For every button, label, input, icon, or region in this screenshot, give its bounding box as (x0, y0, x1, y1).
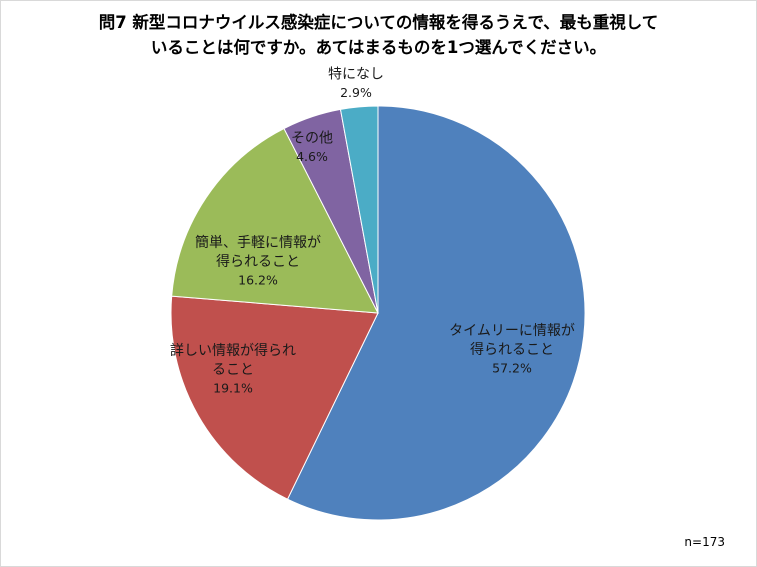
chart-title-line-2: いることは何ですか。あてはまるものを1つ選んでください。 (150, 38, 607, 57)
slice-category-label-2-1: 詳しい情報が得られ (170, 342, 296, 359)
slice-category-label-5-1: 特になし (328, 67, 384, 83)
slice-category-label-4-1: その他 (291, 131, 333, 147)
slice-category-label-1-2: 得られること (470, 341, 554, 358)
slice-category-label-3-2: 得られること (216, 253, 300, 270)
chart-title: 問7 新型コロナウイルス感染症についての情報を得るうえで、最も重視して いること… (0, 10, 757, 60)
pie-slice-1 (286, 105, 586, 521)
pie-slice-5 (339, 105, 379, 314)
slice-value-label-3: 16.2% (238, 273, 278, 288)
slice-value-label-4: 4.6% (296, 149, 328, 164)
chart-title-line-1: 問7 新型コロナウイルス感染症についての情報を得るうえで、最も重視して (98, 13, 659, 32)
slice-category-label-1-1: タイムリーに情報が (449, 323, 575, 339)
slice-value-label-2: 19.1% (213, 381, 253, 396)
pie-slice-3 (171, 127, 379, 314)
slice-value-label-1: 57.2% (492, 361, 532, 376)
slice-label-4: その他 4.6% (291, 131, 333, 165)
slice-category-label-2-2: ること (212, 362, 254, 378)
slice-value-label-5: 2.9% (340, 85, 372, 100)
slice-label-5: 特になし 2.9% (328, 67, 384, 101)
pie-slice-2 (170, 295, 379, 500)
slice-category-label-3-1: 簡単、手軽に情報が (195, 235, 321, 251)
sample-size-note: n=173 (684, 535, 725, 549)
